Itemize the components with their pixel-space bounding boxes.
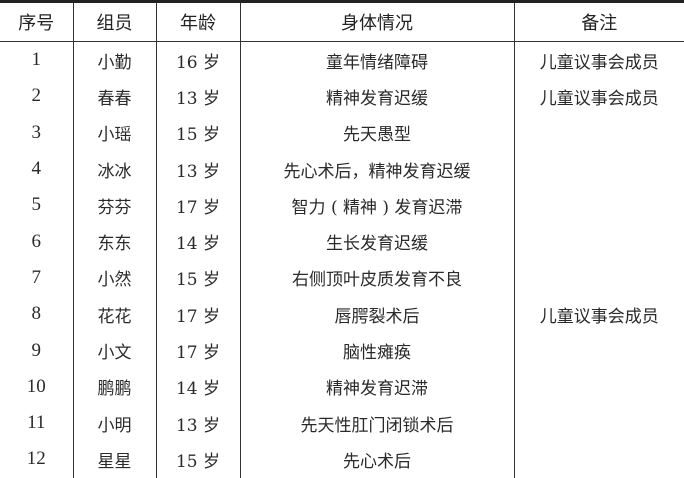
cell-remark	[513, 332, 684, 369]
cell-remark	[513, 368, 684, 405]
cell-index: 10	[26, 375, 46, 397]
cell-age: 16 岁	[155, 41, 240, 79]
cell-index: 6	[31, 230, 42, 252]
cell-condition: 精神发育迟滞	[239, 368, 514, 405]
table-row: 2 春春 13 岁精神发育迟缓 儿童议事会成员	[0, 78, 684, 115]
header-member: 组员	[72, 1, 156, 42]
header-remark: 备注	[513, 1, 684, 42]
cell-condition: 先天愚型	[239, 114, 514, 151]
cell-index: 11	[27, 412, 46, 434]
header-row: 序号 组员 年龄 身体情况 备注	[0, 1, 684, 42]
cell-condition: 先天性肛门闭锁术后	[239, 404, 514, 442]
cell-member: 冰冰	[72, 150, 156, 188]
cell-age: 17 岁	[155, 332, 240, 369]
cell-member: 星星	[72, 441, 156, 478]
cell-index: 8	[31, 303, 42, 325]
table-row: 12 星星 15 岁先心术后	[0, 441, 684, 478]
cell-age: 14 岁	[155, 223, 240, 260]
cell-member: 小瑶	[72, 114, 156, 151]
cell-remark	[513, 150, 684, 188]
cell-condition: 精神发育迟缓	[239, 78, 514, 115]
header-age: 年龄	[155, 1, 240, 42]
cell-member: 小勤	[72, 41, 156, 79]
header-index: 序号	[0, 1, 73, 42]
cell-condition: 右侧顶叶皮质发育不良	[239, 259, 514, 297]
cell-member: 小文	[72, 332, 156, 369]
cell-index: 3	[31, 121, 42, 143]
cell-condition: 唇腭裂术后	[239, 296, 514, 333]
cell-remark	[513, 114, 684, 151]
cell-age: 13 岁	[155, 78, 240, 115]
cell-condition: 先心术后，精神发育迟缓	[239, 150, 514, 188]
cell-index: 12	[26, 448, 46, 470]
table-row: 10 鹏鹏 14 岁精神发育迟滞	[0, 368, 684, 405]
cell-condition: 脑性瘫痪	[239, 332, 514, 369]
table-row: 8 花花 17 岁唇腭裂术后 儿童议事会成员	[0, 296, 684, 333]
cell-age: 15 岁	[155, 114, 240, 151]
cell-index: 7	[31, 266, 42, 288]
cell-age: 15 岁	[155, 259, 240, 297]
cell-index: 2	[31, 85, 42, 107]
cell-remark: 儿童议事会成员	[513, 296, 684, 333]
cell-condition: 童年情绪障碍	[239, 41, 514, 79]
table-row: 11 小明 13 岁先天性肛门闭锁术后	[0, 404, 684, 442]
cell-age: 14 岁	[155, 368, 240, 405]
cell-remark	[513, 187, 684, 224]
cell-age: 17 岁	[155, 187, 240, 224]
table-row: 6 东东 14 岁生长发育迟缓	[0, 223, 684, 260]
cell-member: 小明	[72, 404, 156, 442]
cell-index: 1	[31, 49, 42, 71]
cell-remark	[513, 223, 684, 260]
table-row: 4 冰冰 13 岁先心术后，精神发育迟缓	[0, 150, 684, 188]
cell-member: 芬芬	[72, 187, 156, 224]
cell-remark	[513, 404, 684, 442]
cell-member: 花花	[72, 296, 156, 333]
cell-index: 9	[31, 339, 42, 361]
cell-condition: 先心术后	[239, 441, 514, 478]
cell-remark	[513, 441, 684, 478]
cell-remark	[513, 259, 684, 297]
cell-index: 5	[31, 194, 42, 216]
table-row: 5 芬芬 17 岁智力 ( 精神 ) 发育迟滞	[0, 187, 684, 224]
cell-member: 小然	[72, 259, 156, 297]
cell-condition: 智力 ( 精神 ) 发育迟滞	[239, 187, 514, 224]
table-row: 3 小瑶 15 岁先天愚型	[0, 114, 684, 151]
cell-remark: 儿童议事会成员	[513, 41, 684, 79]
cell-remark: 儿童议事会成员	[513, 78, 684, 115]
cell-age: 15 岁	[155, 441, 240, 478]
table-row: 1 小勤 16 岁童年情绪障碍 儿童议事会成员	[0, 41, 684, 79]
cell-index: 4	[31, 158, 42, 180]
cell-condition: 生长发育迟缓	[239, 223, 514, 260]
header-condition: 身体情况	[239, 1, 514, 42]
table-row: 9 小文 17 岁脑性瘫痪	[0, 332, 684, 369]
cell-member: 春春	[72, 78, 156, 115]
cell-age: 17 岁	[155, 296, 240, 333]
cell-member: 东东	[72, 223, 156, 260]
cell-member: 鹏鹏	[72, 368, 156, 405]
cell-age: 13 岁	[155, 150, 240, 188]
table-row: 7 小然 15 岁右侧顶叶皮质发育不良	[0, 259, 684, 297]
cell-age: 13 岁	[155, 404, 240, 442]
